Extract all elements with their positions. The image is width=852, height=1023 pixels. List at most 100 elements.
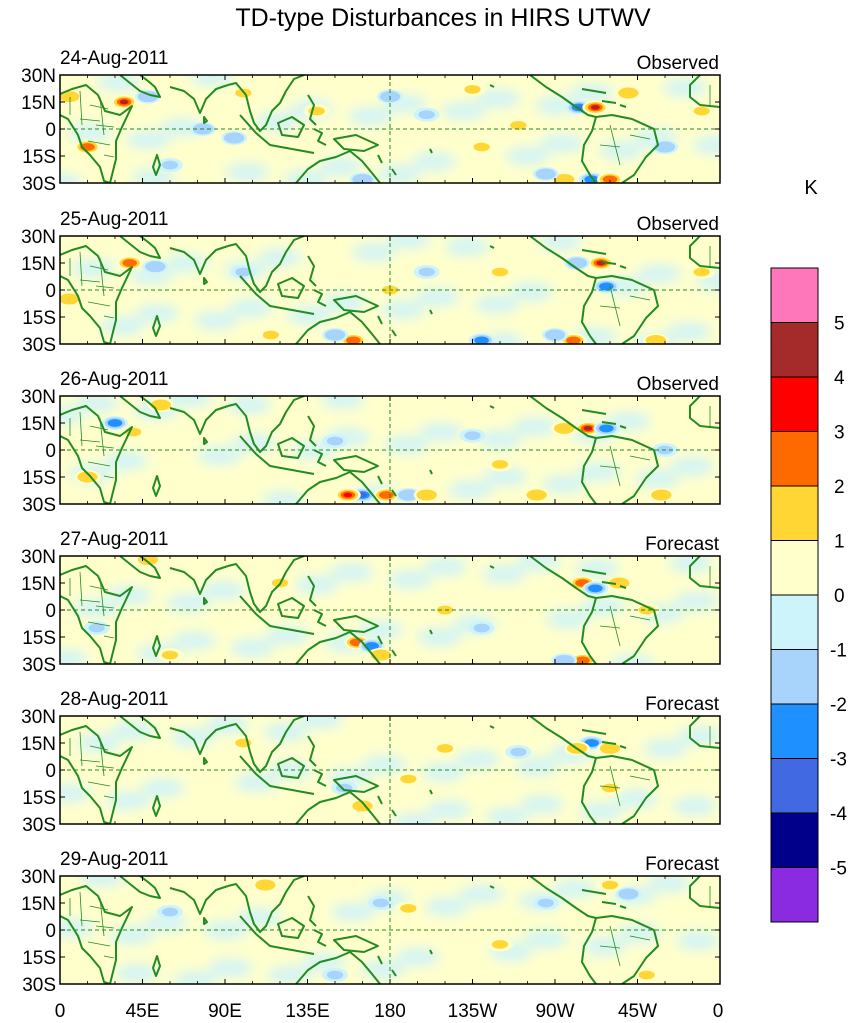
map-panel: 30N 15N 0 15S 30S 27-Aug-2011 Forecast	[21, 529, 721, 676]
anomaly-mark	[413, 107, 440, 122]
panel-kind: Observed	[637, 214, 719, 235]
colorbar-label: -3	[830, 750, 847, 771]
colorbar-units: K	[804, 177, 818, 199]
colorbar-label: 5	[834, 314, 845, 335]
anomaly-mark	[60, 89, 83, 104]
panels: 30N 15N 0 15S 30S 24-Aug-2011 Observed 30N 15N 0 1…	[21, 48, 721, 996]
anomaly-mark	[230, 736, 257, 750]
anomaly-mark	[532, 896, 559, 910]
colorbar-label: -5	[830, 859, 847, 880]
anomaly-mark	[597, 741, 623, 756]
anomaly-mark	[221, 131, 248, 145]
panel-date: 25-Aug-2011	[60, 209, 168, 230]
anomaly-mark	[252, 878, 279, 892]
anomaly-mark	[135, 89, 161, 104]
colorbar-swatch	[770, 594, 819, 650]
anomaly-mark	[157, 648, 183, 662]
colorbar-label: -1	[830, 641, 847, 662]
anomaly-mark	[322, 968, 348, 982]
anomaly-mark	[582, 581, 609, 596]
anomaly-mark	[111, 95, 138, 109]
x-tick-label: 90E	[208, 1001, 242, 1022]
panel-date: 26-Aug-2011	[60, 369, 168, 390]
y-tick-label: 30S	[22, 174, 56, 195]
anomaly-mark	[532, 167, 559, 181]
anomaly-mark	[459, 82, 486, 97]
anomaly-mark	[487, 457, 513, 472]
colorbar-label: 2	[834, 477, 845, 498]
x-tick-label: 135W	[448, 1001, 498, 1022]
anomaly-mark	[395, 772, 422, 786]
anomaly-mark	[303, 104, 330, 118]
colorbar-label: -4	[830, 804, 847, 825]
y-tick-label: 30S	[22, 655, 56, 676]
y-tick-label: 15S	[22, 788, 56, 809]
anomaly-mark	[523, 488, 550, 502]
anomaly-mark	[551, 421, 578, 436]
anomaly-mark	[322, 434, 348, 448]
y-tick-label: 30N	[21, 547, 56, 568]
x-tick-label: 45E	[126, 1001, 160, 1022]
y-tick-label: 15N	[21, 93, 56, 114]
x-tick-label: 90W	[535, 1001, 574, 1022]
anomaly-mark	[597, 878, 623, 892]
anomaly-mark	[582, 100, 609, 115]
y-tick-label: 0	[45, 921, 56, 942]
y-tick-label: 30N	[21, 707, 56, 728]
colorbar-label: 4	[834, 368, 845, 389]
anomaly-mark	[395, 488, 422, 502]
anomaly-mark	[615, 86, 642, 100]
colorbar-swatch	[770, 703, 819, 759]
anomaly-mark	[468, 140, 495, 154]
anomaly-mark	[413, 265, 440, 279]
panel-kind: Forecast	[645, 694, 720, 715]
anomaly-mark	[468, 333, 495, 344]
anomaly-mark	[322, 328, 348, 342]
y-tick-label: 15N	[21, 254, 56, 275]
y-tick-label: 30N	[21, 867, 56, 888]
colorbar-label: 3	[834, 423, 845, 444]
panel-date: 29-Aug-2011	[60, 849, 168, 870]
map-panel: 30N 15N 0 15S 30S 29-Aug-2011 Forecast	[21, 849, 721, 996]
y-tick-label: 0	[45, 601, 56, 622]
colorbar: K 5 4 3 2 1 0 -1 -2 -3 -4 -5	[770, 177, 847, 923]
panel-kind: Observed	[637, 374, 719, 395]
y-tick-label: 15N	[21, 414, 56, 435]
colorbar-label: 1	[834, 532, 845, 553]
map-panel: 30N 15N 0 15S 30S 28-Aug-2011 Forecast	[21, 689, 721, 836]
anomaly-mark	[593, 421, 620, 436]
colorbar-label: 0	[834, 586, 845, 607]
panel-kind: Forecast	[645, 534, 720, 555]
anomaly-mark	[606, 576, 633, 590]
y-tick-label: 30S	[22, 975, 56, 996]
colorbar-label: -2	[830, 695, 847, 716]
map-panel: 30N 15N 0 15S 30S 24-Aug-2011 Observed	[21, 48, 721, 195]
y-tick-label: 15S	[22, 628, 56, 649]
colorbar-swatch	[770, 540, 819, 596]
chart-title: TD-type Disturbances in HIRS UTWV	[235, 4, 651, 32]
anomaly-mark	[331, 781, 358, 795]
y-tick-label: 30S	[22, 495, 56, 516]
colorbar-swatch	[770, 867, 819, 923]
colorbar-swatch	[770, 376, 819, 432]
y-tick-label: 30N	[21, 387, 56, 408]
anomaly-mark	[487, 937, 513, 952]
anomaly-mark	[395, 901, 422, 916]
anomaly-mark	[551, 653, 578, 664]
colorbar-swatch	[770, 649, 819, 705]
anomaly-mark	[688, 104, 715, 118]
y-tick-label: 0	[45, 761, 56, 782]
y-tick-label: 15S	[22, 948, 56, 969]
map-panel: 30N 15N 0 15S 30S 25-Aug-2011 Observed	[21, 209, 721, 356]
anomaly-mark	[157, 158, 183, 172]
y-tick-label: 15N	[21, 894, 56, 915]
panel-date: 24-Aug-2011	[60, 48, 168, 69]
y-tick-label: 30N	[21, 227, 56, 248]
anomaly-mark	[487, 265, 513, 279]
anomaly-mark	[334, 488, 361, 502]
anomaly-mark	[135, 556, 161, 567]
anomaly-mark	[542, 328, 568, 342]
anomaly-mark	[688, 265, 715, 279]
y-tick-label: 30S	[22, 815, 56, 836]
